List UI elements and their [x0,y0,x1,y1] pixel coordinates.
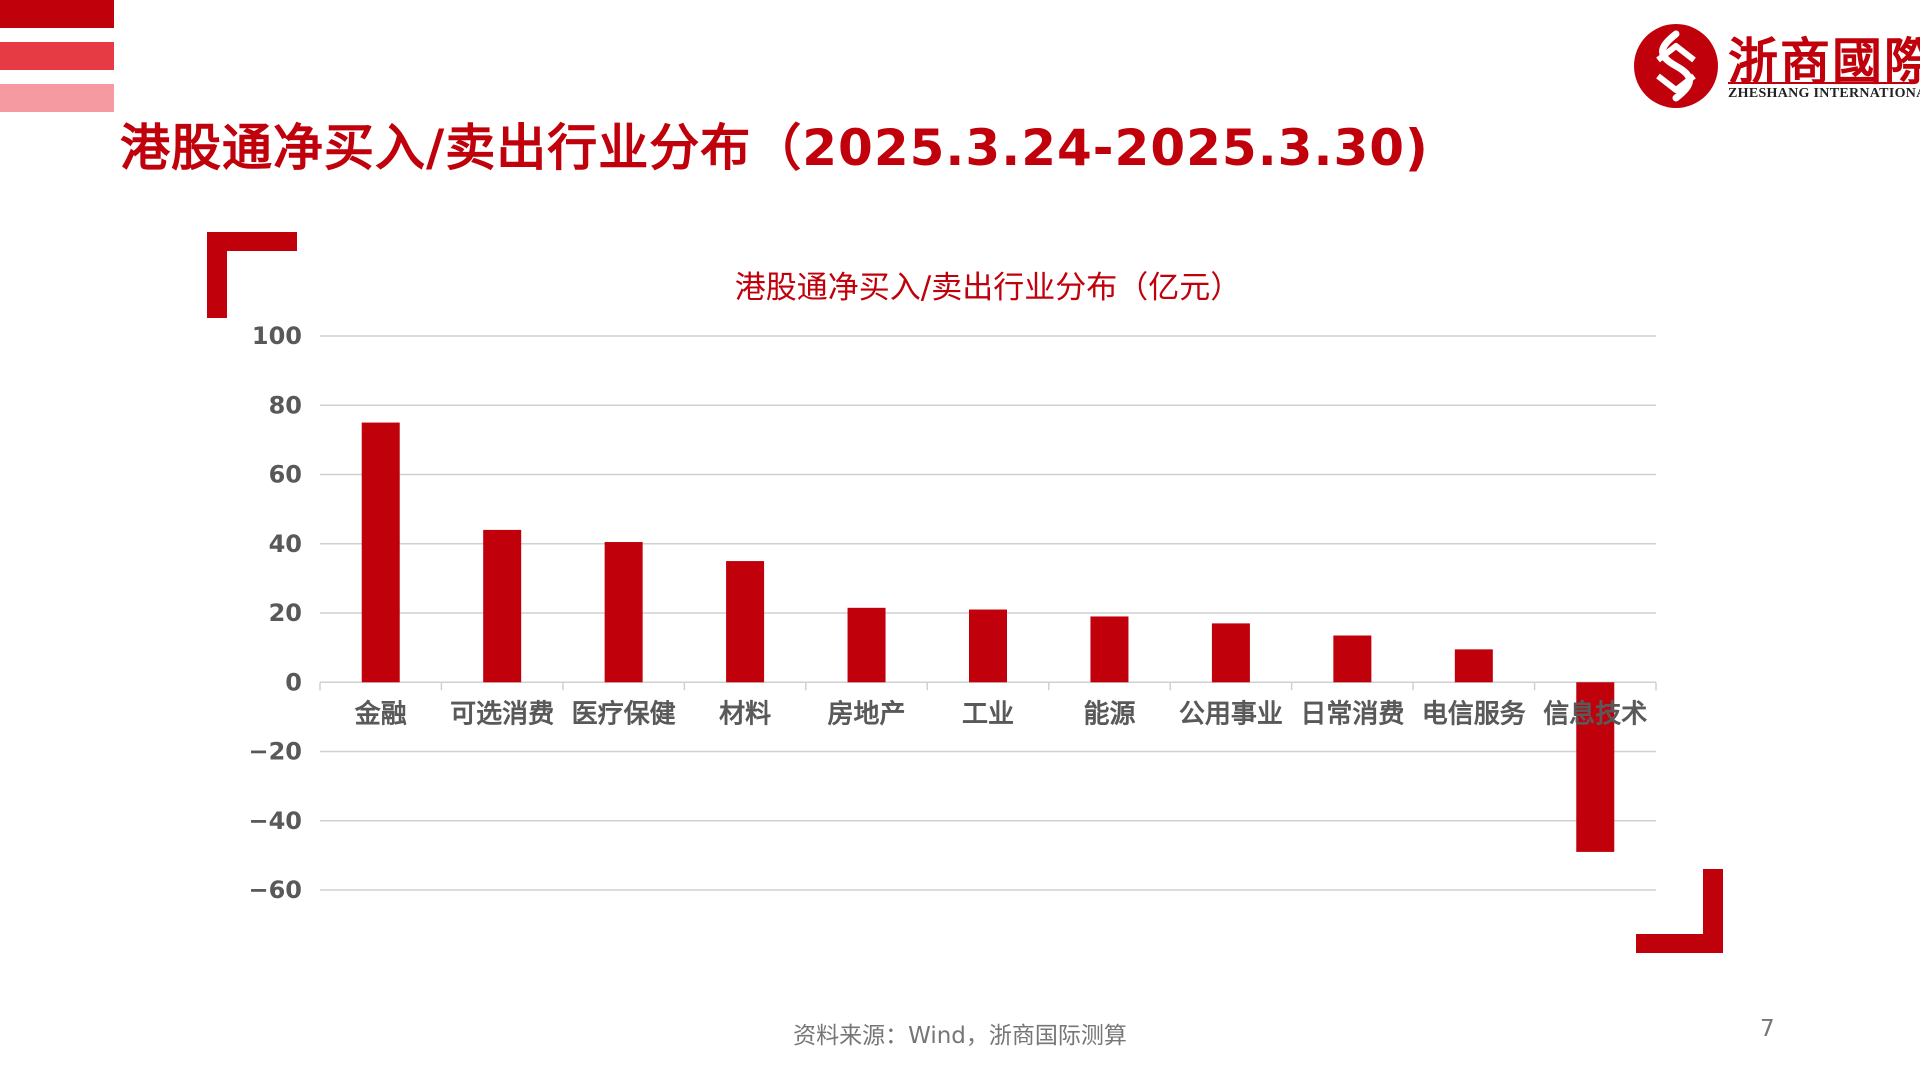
x-category-label: 日常消费 [1300,699,1404,729]
bar [969,609,1007,683]
y-tick-label: 40 [269,530,302,558]
bar [483,529,522,683]
corner-bracket-top-left-vertical [207,232,227,318]
logo-emblem-icon [1634,24,1718,108]
page-title: 港股通净买入/卖出行业分布（2025.3.24-2025.3.30) [120,119,1429,177]
source-note: 资料来源：Wind，浙商国际测算 [793,1023,1127,1049]
corner-bracket-top-left-horizontal [207,232,297,251]
y-tick-label: 0 [285,668,302,696]
x-category-label: 公用事业 [1179,699,1283,729]
x-category-label: 房地产 [828,699,906,729]
x-category-label: 电信服务 [1422,699,1526,729]
y-tick-label: 100 [252,322,302,350]
logo-divider [1728,82,1914,84]
bar [604,542,643,683]
x-category-label: 材料 [719,699,771,729]
corner-bracket-bottom-right-horizontal [1636,934,1723,953]
x-category-label: 工业 [962,699,1014,729]
decor-stripe-mid [0,42,114,70]
y-tick-label: 20 [269,599,302,627]
bar [361,422,400,683]
bar [1333,635,1372,683]
zheshang-logo: 浙商國際 ZHESHANG INTERNATIONAL [1628,20,1920,110]
x-category-label: 金融 [354,698,407,729]
y-tick-label: 60 [269,461,302,489]
bar [726,561,765,683]
y-tick-label: −60 [248,876,302,904]
y-tick-label: −20 [248,738,302,766]
logo-wordmark: 浙商國際 [1728,32,1920,91]
x-category-label: 可选消费 [450,699,554,729]
decor-stripe-dark [0,0,114,28]
x-category-label: 信息技术 [1543,698,1647,729]
y-tick-label: 80 [269,391,302,419]
bar [1090,616,1129,683]
corner-bracket-bottom-right-vertical [1703,869,1723,953]
page-number: 7 [1760,1016,1775,1042]
decor-stripe-light [0,84,114,112]
bar [1576,682,1615,852]
bar [1211,623,1250,683]
chart-title: 港股通净买入/卖出行业分布（亿元） [735,270,1241,306]
x-category-label: 能源 [1083,698,1135,729]
y-tick-label: −40 [248,807,302,835]
logo-subtitle: ZHESHANG INTERNATIONAL [1728,86,1920,101]
bar-chart: 港股通净买入/卖出行业分布（亿元） 100 80 60 40 20 0 −20 −40 −60 金融… [248,270,1657,904]
bar [1454,649,1493,683]
bar [847,607,886,683]
x-category-label: 医疗保健 [572,698,676,729]
